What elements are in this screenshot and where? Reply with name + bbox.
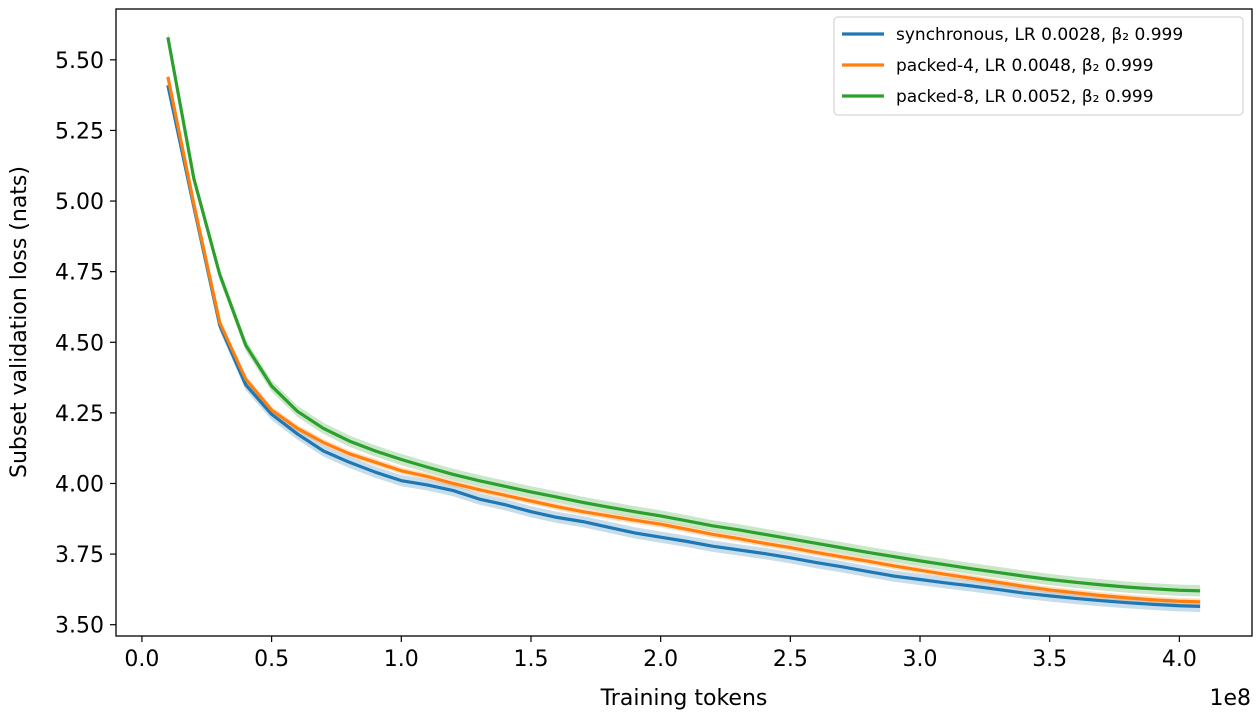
series-3-line bbox=[166, 36, 1201, 593]
y-tick-label: 5.50 bbox=[55, 49, 104, 74]
x-axis-offset-label: 1e8 bbox=[1209, 686, 1251, 711]
x-axis: 0.0 0.5 1.0 1.5 2.0 2.5 3.0 3.5 4.0 bbox=[124, 636, 1197, 672]
y-tick-label: 4.75 bbox=[55, 261, 104, 286]
y-axis: 3.50 3.75 4.00 4.25 4.50 4.75 5.00 5.25 5.50 bbox=[55, 49, 116, 639]
x-tick-label: 0.0 bbox=[124, 647, 159, 672]
x-tick-label: 3.5 bbox=[1032, 647, 1067, 672]
x-tick-label: 2.5 bbox=[773, 647, 808, 672]
series-3-band bbox=[167, 31, 1201, 597]
y-tick-label: 4.25 bbox=[55, 402, 104, 427]
legend-label-2: packed-4, LR 0.0048, β₂ 0.999 bbox=[896, 56, 1154, 76]
x-axis-label: Training tokens bbox=[600, 686, 768, 711]
legend-box bbox=[833, 16, 1244, 116]
y-axis-label: Subset validation loss (nats) bbox=[7, 166, 32, 478]
axes-frame bbox=[115, 8, 1253, 637]
x-tick-label: 1.0 bbox=[384, 647, 419, 672]
series-2-line bbox=[166, 76, 1201, 604]
y-tick-label: 5.25 bbox=[55, 119, 104, 144]
x-tick-label: 3.0 bbox=[903, 647, 938, 672]
x-tick-label: 1.5 bbox=[513, 647, 548, 672]
series-1-line bbox=[166, 84, 1201, 608]
series-1-band bbox=[167, 79, 1201, 612]
y-tick-label: 3.50 bbox=[55, 614, 104, 639]
y-tick-label: 3.75 bbox=[55, 543, 104, 568]
plot-area bbox=[166, 31, 1201, 612]
legend: synchronous, LR 0.0028, β₂ 0.999 packed-4… bbox=[833, 16, 1244, 116]
legend-label-3: packed-8, LR 0.0052, β₂ 0.999 bbox=[896, 87, 1154, 107]
x-tick-label: 0.5 bbox=[254, 647, 289, 672]
legend-label-1: synchronous, LR 0.0028, β₂ 0.999 bbox=[896, 25, 1183, 45]
y-tick-label: 5.00 bbox=[55, 190, 104, 215]
x-tick-label: 2.0 bbox=[643, 647, 678, 672]
y-tick-label: 4.00 bbox=[55, 472, 104, 497]
x-tick-label: 4.0 bbox=[1162, 647, 1197, 672]
y-tick-label: 4.50 bbox=[55, 331, 104, 356]
